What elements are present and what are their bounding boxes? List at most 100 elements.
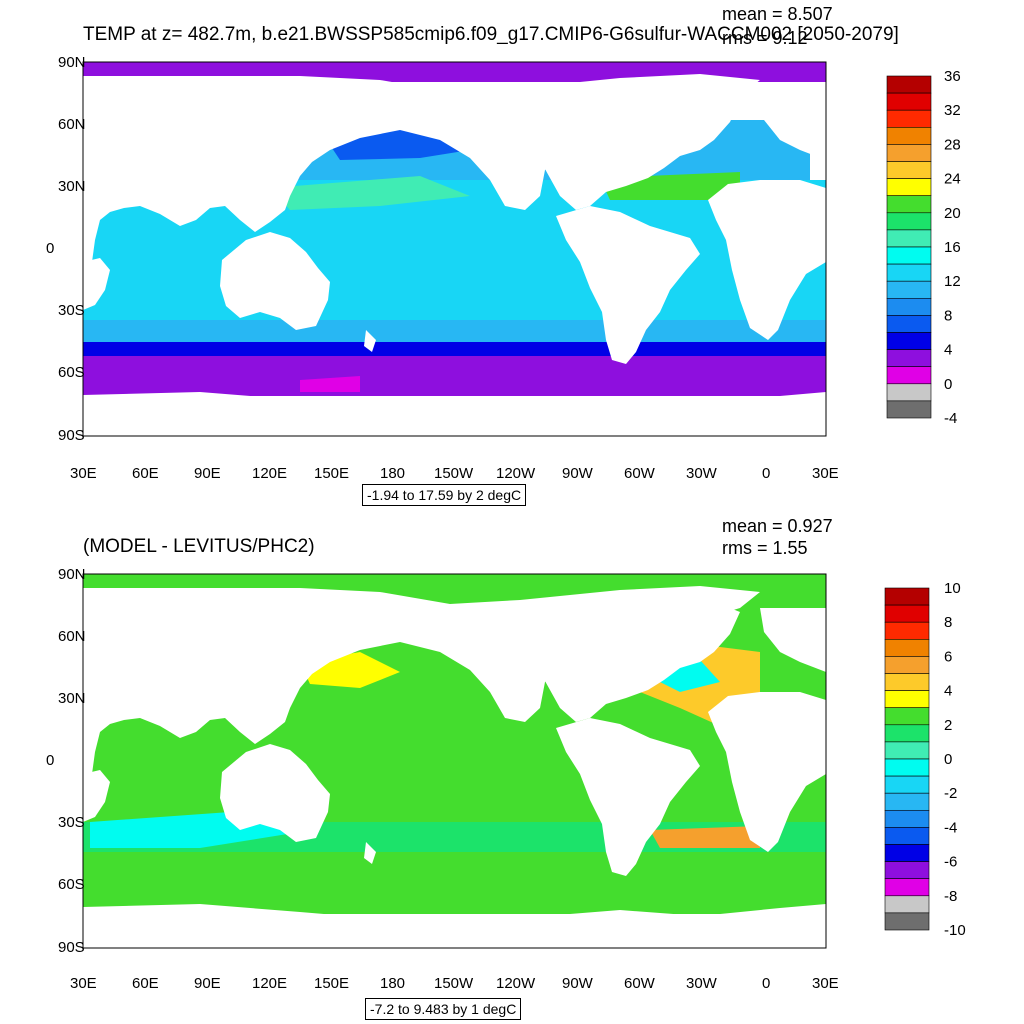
colorbar-swatch bbox=[886, 366, 932, 385]
top-map bbox=[82, 61, 827, 437]
lat-label: 30N bbox=[58, 178, 86, 195]
top-colorbar bbox=[886, 75, 932, 419]
lon-label: 30W bbox=[686, 975, 718, 992]
colorbar-label: 10 bbox=[944, 580, 961, 597]
colorbar-swatch bbox=[886, 297, 932, 316]
colorbar-swatch bbox=[886, 127, 932, 145]
lon-label: 180 bbox=[380, 465, 405, 482]
colorbar-swatch bbox=[886, 195, 932, 214]
lon-label: 180 bbox=[380, 975, 405, 992]
lon-label: 150W bbox=[434, 465, 474, 482]
lon-label: 60E bbox=[132, 975, 159, 992]
lon-label: 90W bbox=[562, 975, 594, 992]
lon-label: 120E bbox=[252, 975, 287, 992]
lon-label: 150E bbox=[314, 975, 349, 992]
lon-label: 60W bbox=[624, 465, 656, 482]
lon-label: 30E bbox=[70, 465, 97, 482]
colorbar-swatch bbox=[884, 861, 930, 879]
colorbar-swatch bbox=[884, 844, 930, 862]
colorbar-swatch bbox=[886, 246, 932, 265]
colorbar-swatch bbox=[886, 383, 932, 402]
colorbar-swatch bbox=[884, 792, 930, 811]
lon-label: 150W bbox=[434, 975, 474, 992]
colorbar-swatch bbox=[884, 809, 930, 828]
colorbar-swatch bbox=[884, 878, 930, 897]
lon-label: 90E bbox=[194, 975, 221, 992]
colorbar-label: -2 bbox=[944, 785, 957, 802]
lon-label: 30E bbox=[812, 465, 839, 482]
colorbar-swatch bbox=[884, 621, 930, 640]
lon-label: 30E bbox=[70, 975, 97, 992]
lon-label: 0 bbox=[762, 975, 770, 992]
lat-label: 90N bbox=[58, 566, 86, 583]
colorbar-swatch bbox=[886, 229, 932, 248]
lon-label: 120E bbox=[252, 465, 287, 482]
top-colorbar-labels: 36 32 28 24 20 16 12 8 4 0 -4 bbox=[944, 68, 961, 427]
south-band-1 bbox=[83, 320, 826, 342]
colorbar-label: 4 bbox=[944, 342, 952, 359]
lon-label: 120W bbox=[496, 975, 536, 992]
colorbar-swatch bbox=[886, 178, 932, 197]
colorbar-swatch bbox=[884, 724, 930, 743]
lon-label: 60W bbox=[624, 975, 656, 992]
colorbar-swatch bbox=[886, 75, 932, 94]
lat-label: 60S bbox=[58, 876, 85, 893]
lat-label: 60S bbox=[58, 364, 85, 381]
lat-label: 90S bbox=[58, 427, 85, 444]
lon-label: 30E bbox=[812, 975, 839, 992]
colorbar-swatch bbox=[886, 280, 932, 299]
colorbar-label: 0 bbox=[944, 751, 952, 768]
colorbar-swatch bbox=[884, 673, 930, 691]
lat-label: 30S bbox=[58, 302, 85, 319]
south-band-3 bbox=[83, 356, 826, 396]
lon-label: 90E bbox=[194, 465, 221, 482]
colorbar-swatch bbox=[884, 690, 930, 708]
colorbar-label: 16 bbox=[944, 239, 961, 256]
colorbar-label: -4 bbox=[944, 819, 957, 836]
bottom-rms: rms = 1.55 bbox=[722, 538, 808, 558]
lon-label: 0 bbox=[762, 465, 770, 482]
antarctic-cold bbox=[300, 376, 360, 392]
top-lon-axis: 30E 60E 90E 120E 150E 180 150W 120W 90W … bbox=[70, 465, 839, 482]
colorbar-swatch bbox=[884, 604, 930, 623]
colorbar-swatch bbox=[886, 263, 932, 282]
lat-label: 30N bbox=[58, 690, 86, 707]
colorbar-swatch bbox=[884, 827, 930, 845]
colorbar-label: 2 bbox=[944, 717, 952, 734]
bottom-range-label: -7.2 to 9.483 by 1 degC bbox=[365, 998, 522, 1020]
colorbar-label: 0 bbox=[944, 376, 952, 393]
colorbar-swatch bbox=[886, 400, 932, 419]
top-lat-axis: 90N 60N 30N 0 30S 60S 90S bbox=[46, 54, 86, 444]
lat-label: 90N bbox=[58, 54, 86, 71]
lon-label: 150E bbox=[314, 465, 349, 482]
lon-label: 90W bbox=[562, 465, 594, 482]
bottom-lon-axis: 30E 60E 90E 120E 150E 180 150W 120W 90W … bbox=[70, 975, 839, 992]
lat-label: 60N bbox=[58, 116, 86, 133]
colorbar-swatch bbox=[886, 109, 932, 128]
colorbar-swatch bbox=[884, 638, 930, 657]
colorbar-swatch bbox=[886, 144, 932, 162]
colorbar-swatch bbox=[886, 212, 932, 231]
top-rms: rms = 9.12 bbox=[722, 28, 808, 48]
colorbar-label: -8 bbox=[944, 888, 957, 905]
colorbar-swatch bbox=[884, 912, 930, 931]
colorbar-swatch bbox=[884, 895, 930, 914]
colorbar-swatch bbox=[884, 741, 930, 760]
lon-label: 60E bbox=[132, 465, 159, 482]
colorbar-label: 20 bbox=[944, 205, 961, 222]
bottom-colorbar bbox=[884, 587, 930, 931]
top-mean: mean = 8.507 bbox=[722, 4, 833, 24]
lat-label: 0 bbox=[46, 240, 54, 257]
colorbar-label: 28 bbox=[944, 136, 961, 153]
colorbar-swatch bbox=[884, 707, 930, 726]
colorbar-label: 6 bbox=[944, 648, 952, 665]
colorbar-swatch bbox=[886, 92, 932, 111]
colorbar-label: 36 bbox=[944, 68, 961, 85]
colorbar-label: 24 bbox=[944, 171, 961, 188]
colorbar-label: 12 bbox=[944, 273, 961, 290]
lat-label: 30S bbox=[58, 814, 85, 831]
bottom-map bbox=[82, 573, 827, 949]
bottom-title: (MODEL - LEVITUS/PHC2) bbox=[83, 536, 315, 557]
colorbar-swatch bbox=[884, 775, 930, 794]
